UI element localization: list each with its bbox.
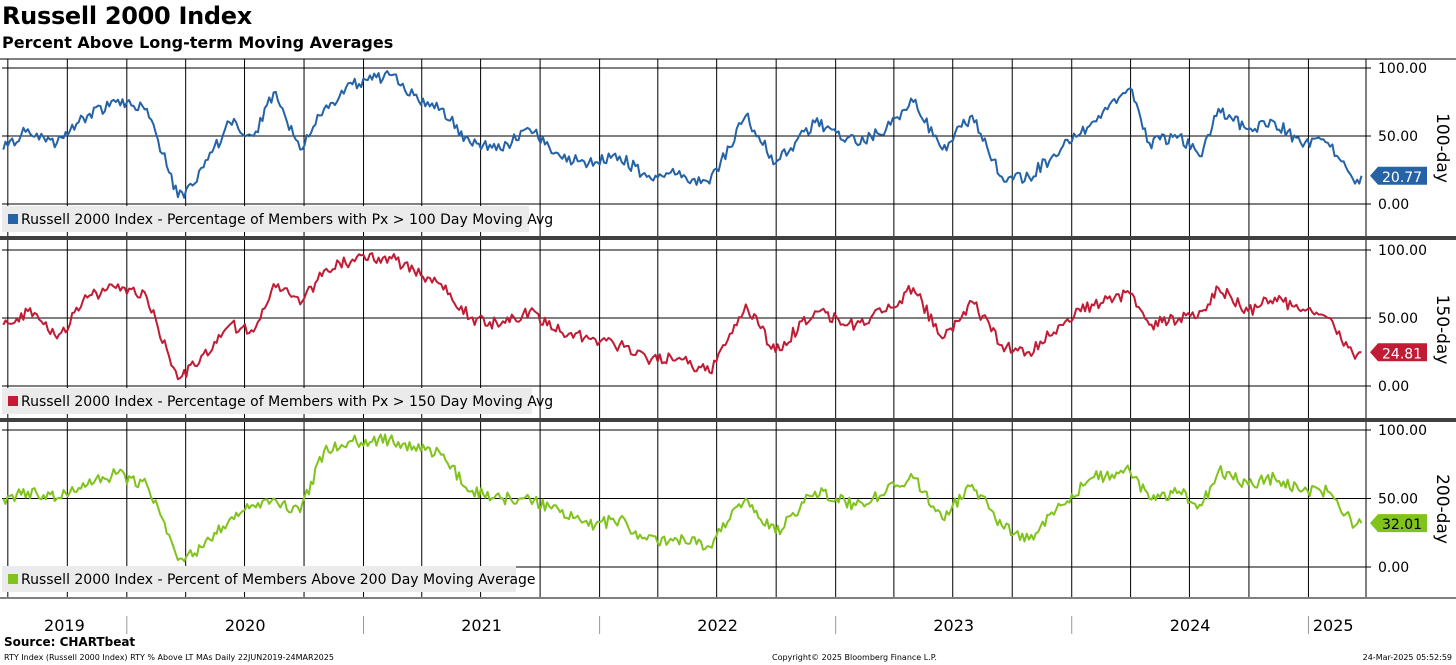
y-tick-label: 50.00	[1378, 129, 1418, 145]
legend-label: Russell 2000 Index - Percentage of Membe…	[21, 394, 553, 410]
x-tick-label: 2025	[1313, 616, 1354, 635]
y-tick-label: 50.00	[1378, 492, 1418, 508]
legend-swatch	[8, 574, 18, 584]
x-tick-label: 2019	[44, 616, 85, 635]
y-tick-label: 0.00	[1378, 560, 1409, 576]
legend-box	[2, 206, 529, 232]
legend-label: Russell 2000 Index - Percent of Members …	[21, 572, 536, 588]
last-value-tag	[1370, 166, 1427, 185]
x-tick-label: 2023	[933, 616, 974, 635]
panel-separator	[0, 418, 1456, 422]
y-tick-label: 100.00	[1378, 61, 1427, 77]
panel-200-day: 0.00 50.00 100.00 200-day 32.01 Russell 2000 …	[2, 421, 1452, 597]
legend-label: Russell 2000 Index - Percentage of Membe…	[21, 212, 553, 228]
series-line-200-day	[2, 433, 1363, 563]
y-tick-label: 50.00	[1378, 311, 1418, 327]
last-value-label: 32.01	[1382, 517, 1422, 533]
x-tick-label: 2022	[697, 616, 738, 635]
x-tick-label: 2020	[225, 616, 266, 635]
panel-label-150-day: 150-day	[1432, 295, 1452, 365]
y-tick-label: 100.00	[1378, 423, 1427, 439]
last-value-label: 24.81	[1382, 346, 1422, 362]
legend-swatch	[8, 396, 18, 406]
chart-title: Russell 2000 Index	[2, 2, 252, 30]
series-line-100-day	[2, 70, 1363, 199]
series-line-150-day	[2, 252, 1362, 381]
legend-swatch	[8, 214, 18, 224]
x-tick-label: 2024	[1170, 616, 1211, 635]
panel-separator	[0, 236, 1456, 240]
source-note: Source: CHARTbeat	[4, 635, 136, 649]
footer-timestamp: 24-Mar-2025 05:52:59	[1362, 653, 1452, 662]
legend-box	[2, 388, 532, 414]
legend-box	[2, 566, 516, 592]
last-value-tag	[1370, 343, 1427, 362]
footer-copyright: Copyright© 2025 Bloomberg Finance L.P.	[772, 653, 937, 662]
panel-150-day: 0.00 50.00 100.00 150-day 24.81 Russell 2000 …	[2, 240, 1452, 419]
last-value-tag	[1370, 514, 1427, 533]
panel-label-200-day: 200-day	[1432, 474, 1452, 544]
last-value-label: 20.77	[1382, 170, 1422, 186]
chart-subtitle: Percent Above Long-term Moving Averages	[2, 33, 394, 52]
y-tick-label: 0.00	[1378, 379, 1409, 395]
panel-100-day: 0.00 50.00 100.00 100-day 20.77 Russell 2000 …	[2, 59, 1452, 237]
panel-label-100-day: 100-day	[1432, 113, 1452, 183]
y-tick-label: 0.00	[1378, 197, 1409, 213]
y-tick-label: 100.00	[1378, 243, 1427, 259]
x-tick-label: 2021	[461, 616, 502, 635]
footer-ticker-info: RTY Index (Russell 2000 Index) RTY % Abo…	[4, 653, 334, 662]
